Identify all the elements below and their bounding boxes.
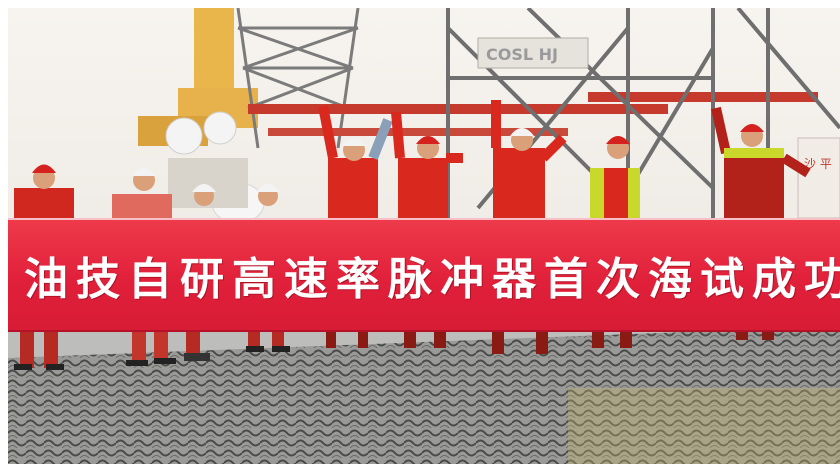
rig-sign-board xyxy=(477,37,589,69)
rig-sign-text: COSL HJ xyxy=(486,45,558,64)
side-sign-text: 沙 平 xyxy=(804,157,832,171)
derrick-structure xyxy=(138,8,818,224)
worker-jumping-3 xyxy=(491,100,567,354)
photograph: COSL HJ 沙 平 xyxy=(8,8,840,464)
worker-jumping-1 xyxy=(318,105,393,348)
side-signboard xyxy=(797,137,840,219)
worker-jumping-2 xyxy=(391,111,463,348)
deck-net xyxy=(8,326,840,464)
scene-illustration: COSL HJ 沙 平 xyxy=(8,8,840,464)
red-banner: 油技自研高速率脉冲器首次海试成功 xyxy=(8,218,840,332)
worker-jumping-5 xyxy=(711,106,811,340)
banner-text: 油技自研高速率脉冲器首次海试成功 xyxy=(24,254,840,305)
